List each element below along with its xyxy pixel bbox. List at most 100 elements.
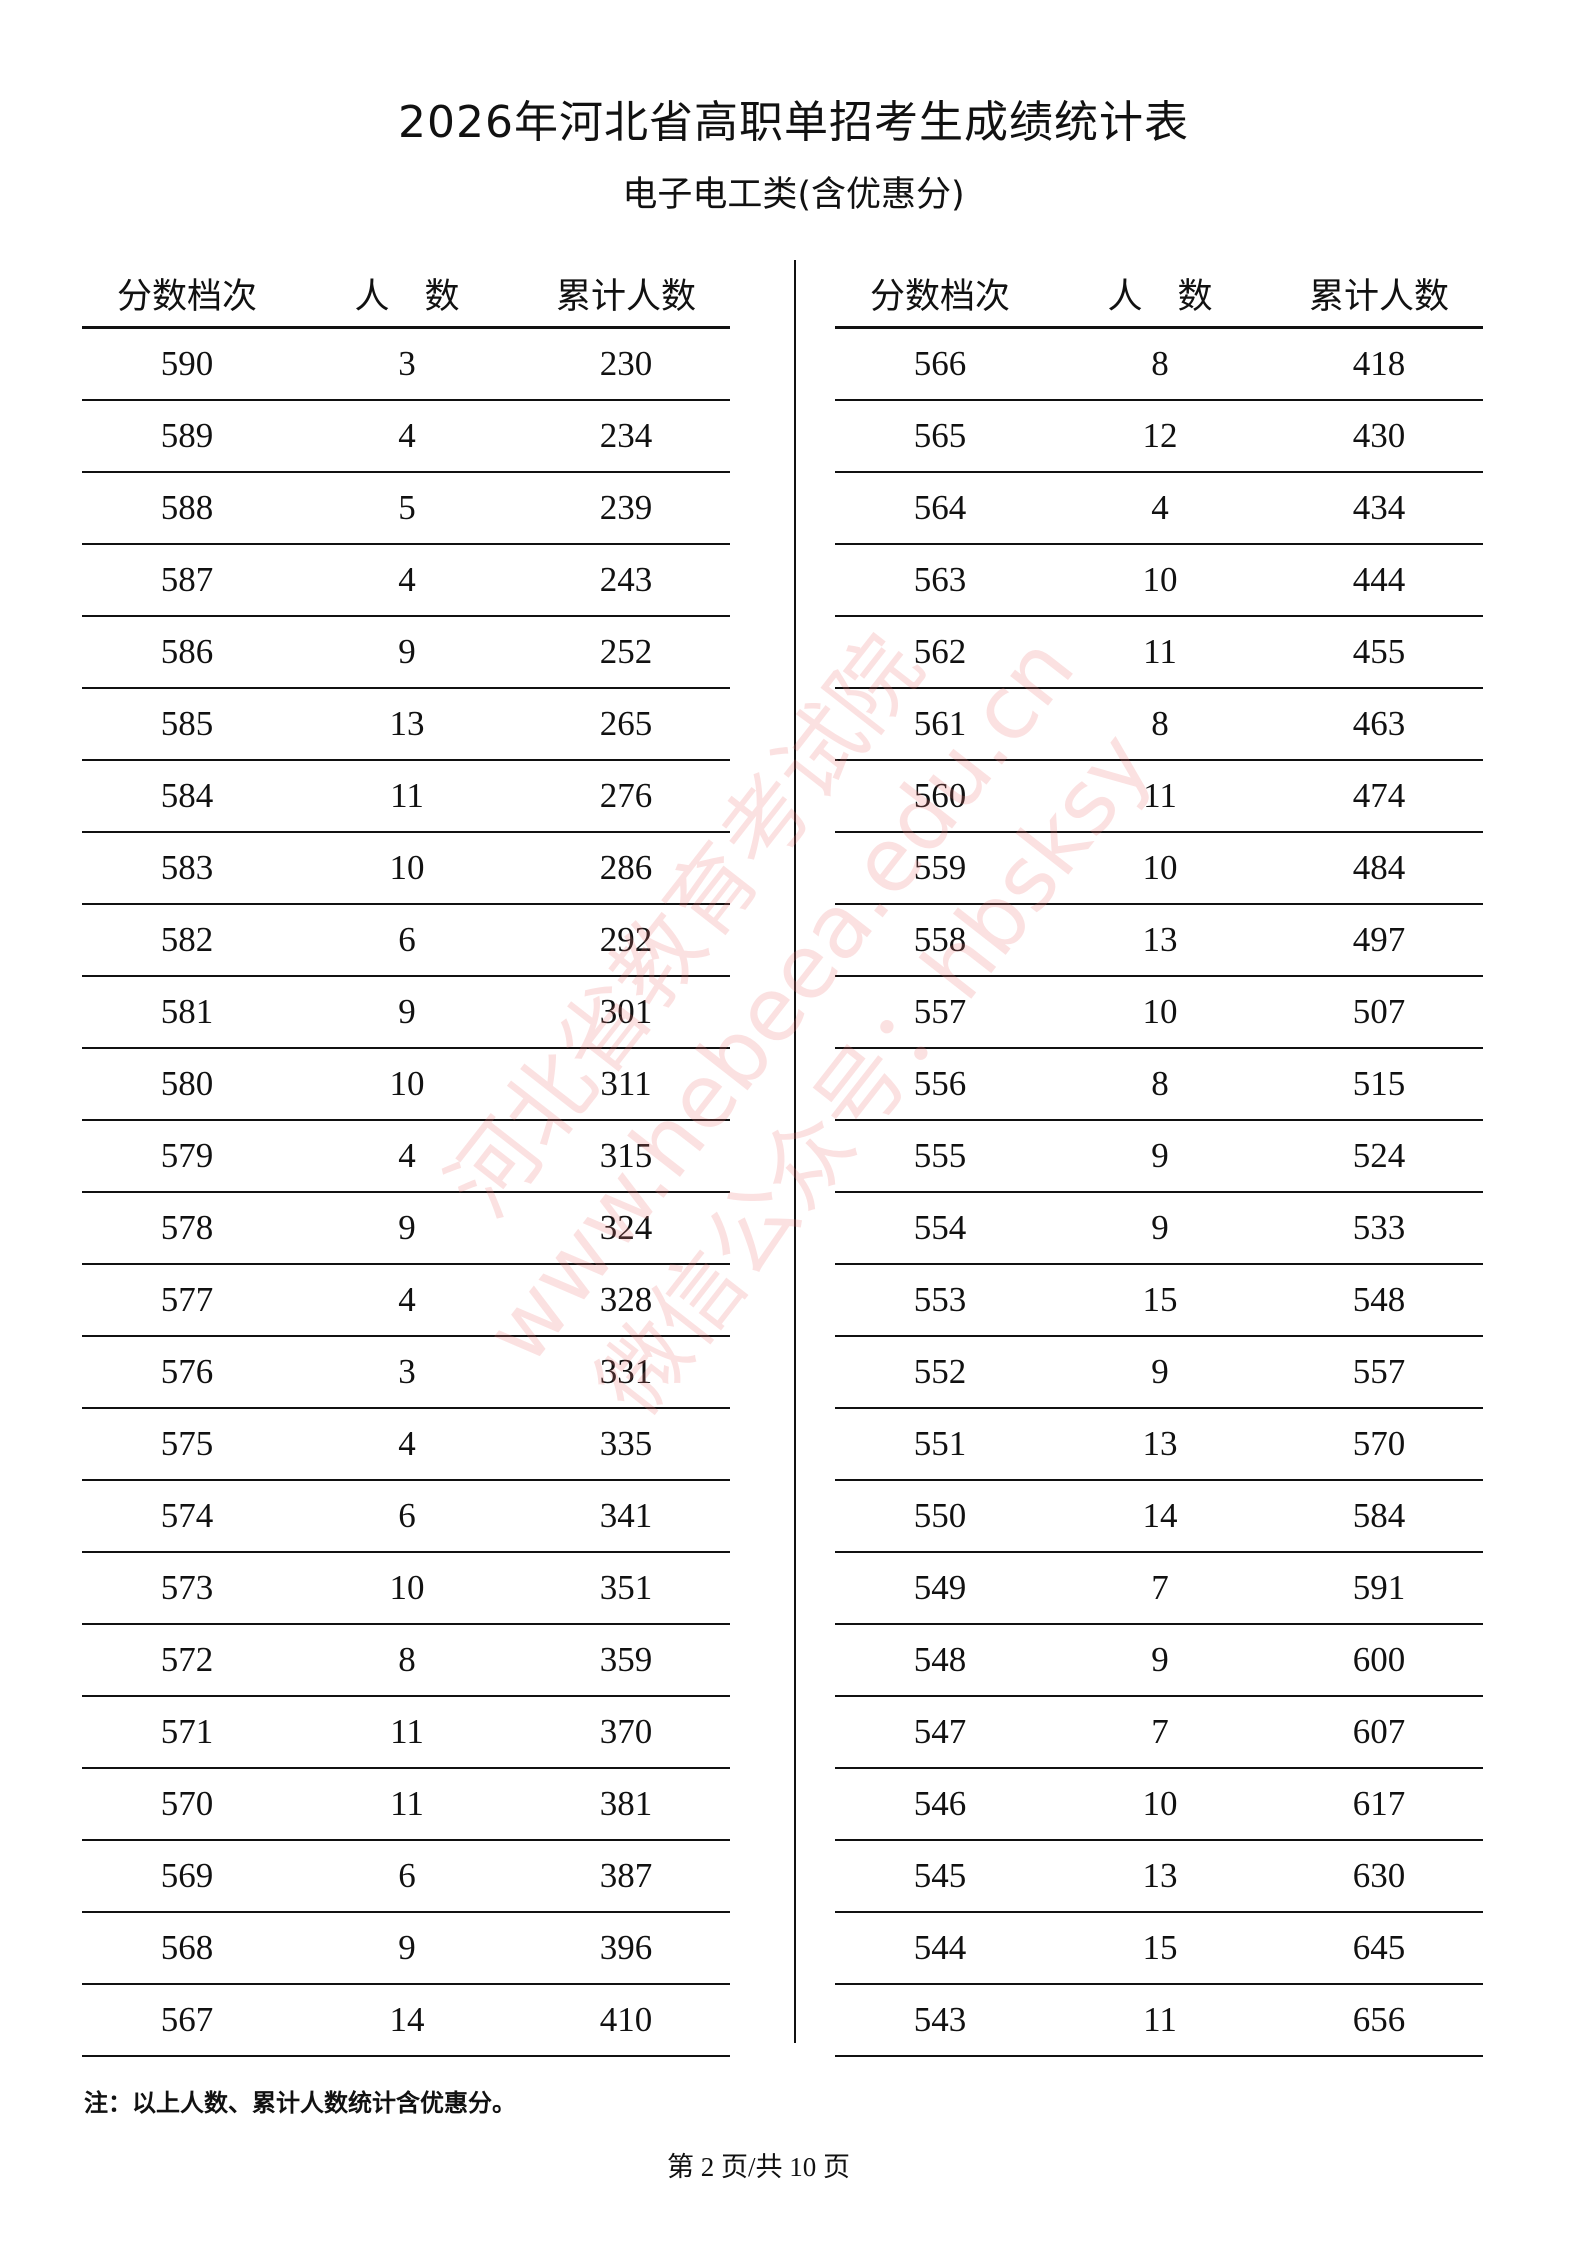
cumulative-cell: 315 [599, 1136, 653, 1175]
cumulative-cell: 234 [599, 416, 653, 455]
table-row: 567 14 410 [82, 1985, 730, 2057]
score-cell: 590 [160, 344, 214, 383]
table-row: 583 10 286 [82, 833, 730, 905]
count-cell: 6 [398, 1856, 416, 1895]
score-cell: 545 [913, 1856, 967, 1895]
table-row: 548 9 600 [835, 1625, 1483, 1697]
cumulative-cell: 230 [599, 344, 653, 383]
count-cell: 4 [1151, 488, 1169, 527]
score-cell: 544 [913, 1928, 967, 1967]
count-cell: 5 [398, 488, 416, 527]
page-number: 第 2 页/共 10 页 [666, 2152, 850, 2182]
cumulative-cell: 359 [599, 1640, 653, 1679]
count-cell: 8 [1151, 344, 1169, 383]
table-row: 570 11 381 [82, 1769, 730, 1841]
score-cell: 560 [913, 776, 967, 815]
table-row: 571 11 370 [82, 1697, 730, 1769]
count-cell: 10 [1142, 848, 1178, 887]
count-cell: 3 [398, 344, 416, 383]
cumulative-cell: 548 [1352, 1280, 1406, 1319]
score-cell: 576 [160, 1352, 214, 1391]
count-cell: 12 [1142, 416, 1178, 455]
score-cell: 589 [160, 416, 214, 455]
score-cell: 580 [160, 1064, 214, 1103]
count-cell: 13 [1142, 1424, 1178, 1463]
cumulative-cell: 311 [600, 1064, 652, 1103]
score-cell: 578 [160, 1208, 214, 1247]
count-cell: 4 [398, 1280, 416, 1319]
score-cell: 565 [913, 416, 967, 455]
cumulative-cell: 645 [1352, 1928, 1406, 1967]
page-subtitle: 电子电工类(含优惠分) [622, 175, 965, 215]
cumulative-cell: 533 [1352, 1208, 1406, 1247]
count-cell: 13 [1142, 1856, 1178, 1895]
table-row: 577 4 328 [82, 1265, 730, 1337]
table-row: 575 4 335 [82, 1409, 730, 1481]
cumulative-cell: 591 [1352, 1568, 1406, 1607]
cumulative-cell: 265 [599, 704, 653, 743]
table-row: 574 6 341 [82, 1481, 730, 1553]
count-cell: 11 [390, 1784, 424, 1823]
cumulative-cell: 430 [1352, 416, 1406, 455]
cumulative-cell: 328 [599, 1280, 653, 1319]
cumulative-cell: 239 [599, 488, 653, 527]
score-cell: 551 [913, 1424, 967, 1463]
cumulative-cell: 381 [599, 1784, 653, 1823]
count-cell: 9 [398, 992, 416, 1031]
cumulative-cell: 335 [599, 1424, 653, 1463]
cumulative-cell: 455 [1352, 632, 1406, 671]
score-cell: 586 [160, 632, 214, 671]
cumulative-cell: 418 [1352, 344, 1406, 383]
score-cell: 575 [160, 1424, 214, 1463]
score-cell: 572 [160, 1640, 214, 1679]
cumulative-cell: 387 [599, 1856, 653, 1895]
score-cell: 584 [160, 776, 214, 815]
table-row: 573 10 351 [82, 1553, 730, 1625]
count-cell: 8 [1151, 1064, 1169, 1103]
table-row: 551 13 570 [835, 1409, 1483, 1481]
table-row: 578 9 324 [82, 1193, 730, 1265]
table-row: 563 10 444 [835, 545, 1483, 617]
score-cell: 569 [160, 1856, 214, 1895]
header-cumulative: 累计人数 [555, 276, 696, 317]
score-cell: 548 [913, 1640, 967, 1679]
score-cell: 556 [913, 1064, 967, 1103]
table-row: 579 4 315 [82, 1121, 730, 1193]
score-cell: 581 [160, 992, 214, 1031]
count-cell: 4 [398, 560, 416, 599]
cumulative-cell: 557 [1352, 1352, 1406, 1391]
table-row: 564 4 434 [835, 473, 1483, 545]
score-cell: 554 [913, 1208, 967, 1247]
cumulative-cell: 301 [599, 992, 653, 1031]
score-cell: 579 [160, 1136, 214, 1175]
cumulative-cell: 630 [1352, 1856, 1406, 1895]
table-row: 560 11 474 [835, 761, 1483, 833]
count-cell: 9 [398, 1208, 416, 1247]
score-cell: 543 [913, 2000, 967, 2039]
cumulative-cell: 396 [599, 1928, 653, 1967]
header-count: 人 数 [1107, 276, 1213, 317]
cumulative-cell: 252 [599, 632, 653, 671]
count-cell: 14 [1142, 1496, 1178, 1535]
score-cell: 558 [913, 920, 967, 959]
table-row: 559 10 484 [835, 833, 1483, 905]
table-row: 553 15 548 [835, 1265, 1483, 1337]
count-cell: 11 [1143, 2000, 1177, 2039]
count-cell: 11 [390, 1712, 424, 1751]
score-cell: 549 [913, 1568, 967, 1607]
count-cell: 13 [1142, 920, 1178, 959]
table-row: 546 10 617 [835, 1769, 1483, 1841]
table-row: 565 12 430 [835, 401, 1483, 473]
table-row: 590 3 230 [82, 329, 730, 401]
cumulative-cell: 497 [1352, 920, 1406, 959]
cumulative-cell: 410 [599, 2000, 653, 2039]
cumulative-cell: 617 [1352, 1784, 1406, 1823]
table-row: 568 9 396 [82, 1913, 730, 1985]
score-cell: 585 [160, 704, 214, 743]
header-score: 分数档次 [116, 276, 257, 317]
table-row: 569 6 387 [82, 1841, 730, 1913]
score-cell: 573 [160, 1568, 214, 1607]
count-cell: 7 [1151, 1712, 1169, 1751]
table-row: 556 8 515 [835, 1049, 1483, 1121]
count-cell: 6 [398, 920, 416, 959]
